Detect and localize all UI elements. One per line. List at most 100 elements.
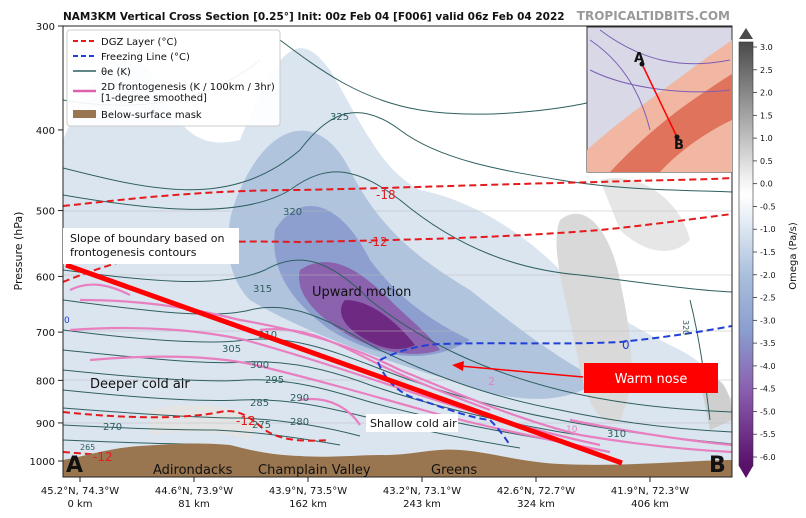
annotations: Slope of boundary based on frontogenesis… bbox=[63, 228, 718, 466]
colorbar-tick-label: 0.5 bbox=[760, 157, 773, 166]
y-tick-label: 300 bbox=[36, 22, 55, 33]
colorbar: 3.0 2.5 2.0 1.5 1.0 0.5 0.0 -0.5 -1.0 -1.5 -2.0 -2.… bbox=[738, 28, 799, 478]
deeper-cold-air-label: Deeper cold air bbox=[90, 377, 190, 392]
theta-e-label: 270 bbox=[103, 422, 122, 433]
freezing-line bbox=[379, 325, 732, 361]
colorbar-tick-label: -2.5 bbox=[760, 294, 776, 303]
colorbar-tick-label: -4.0 bbox=[760, 362, 776, 371]
brand-watermark: TROPICALTIDBITS.COM bbox=[577, 9, 730, 23]
colorbar-tick-label: -1.5 bbox=[760, 248, 776, 257]
colorbar-tick-label: -6.0 bbox=[760, 453, 776, 462]
inset-label-b: B bbox=[674, 138, 684, 153]
y-axis-label: Pressure (hPa) bbox=[12, 212, 25, 291]
frontogenesis-label: 10 bbox=[566, 425, 578, 435]
dgz-label: -12 bbox=[368, 235, 388, 249]
terrain-label: Champlain Valley bbox=[258, 463, 371, 478]
x-tick-dist: 243 km bbox=[403, 499, 441, 510]
chart-title: NAM3KM Vertical Cross Section [0.25°] In… bbox=[63, 11, 565, 23]
slope-line bbox=[65, 262, 623, 466]
theta-e-label: 310 bbox=[607, 429, 626, 440]
sinking-region-2 bbox=[600, 178, 690, 251]
freezing-label: 0 bbox=[64, 316, 70, 326]
x-tick-dist: 0 km bbox=[67, 499, 92, 510]
colorbar-tick-label: 1.0 bbox=[760, 134, 773, 143]
inset-map: A B bbox=[586, 26, 733, 173]
x-tick-dist: 162 km bbox=[289, 499, 327, 510]
warm-nose-arrowhead bbox=[452, 361, 464, 371]
x-tick-coord: 42.6°N, 72.7°W bbox=[497, 486, 575, 497]
colorbar-bottom-cap bbox=[739, 466, 753, 478]
inset-contours bbox=[589, 29, 731, 131]
colorbar-ticks: 3.0 2.5 2.0 1.5 1.0 0.5 0.0 -0.5 -1.0 -1.5 -2.0 -2.… bbox=[753, 43, 776, 462]
y-tick-label: 800 bbox=[36, 376, 55, 387]
slope-label-line2: frontogenesis contours bbox=[70, 246, 197, 259]
legend-label: θe (K) bbox=[101, 67, 131, 78]
theta-e-label: 325 bbox=[330, 112, 349, 123]
contour-labels: -18 -12 -12 -12 0 0 325 320 315 310 305 … bbox=[64, 112, 690, 464]
colorbar-bar bbox=[738, 41, 754, 467]
pressure-gridlines bbox=[63, 210, 732, 424]
theta-e-line bbox=[63, 389, 521, 449]
x-tick-dist: 81 km bbox=[178, 499, 209, 510]
legend-label: Freezing Line (°C) bbox=[101, 52, 190, 63]
upward-motion-label: Upward motion bbox=[312, 285, 411, 300]
dgz-label: -12 bbox=[93, 450, 113, 464]
legend: DGZ Layer (°C) Freezing Line (°C) θe (K)… bbox=[66, 29, 281, 127]
theta-e-line bbox=[63, 424, 341, 446]
dgz-label: -18 bbox=[376, 188, 396, 202]
colorbar-tick-label: 2.0 bbox=[760, 89, 773, 98]
colorbar-top-cap bbox=[739, 28, 753, 39]
theta-e-label: 265 bbox=[80, 443, 95, 452]
colorbar-label: Omega (Pa/s) bbox=[788, 222, 799, 290]
y-tick-label: 1000 bbox=[30, 457, 55, 468]
theta-e-label: 290 bbox=[290, 393, 309, 404]
theta-e-line bbox=[689, 299, 711, 421]
freezing-line-lower bbox=[377, 361, 511, 446]
frontogenesis-line bbox=[259, 328, 491, 412]
terrain-mask bbox=[63, 443, 732, 477]
colorbar-tick-label: 2.5 bbox=[760, 66, 773, 75]
theta-e-line bbox=[63, 112, 732, 193]
colorbar-tick-label: -0.5 bbox=[760, 202, 776, 211]
slope-label-box bbox=[63, 228, 239, 264]
x-ticks: 45.2°N, 74.3°W 0 km 44.6°N, 73.9°W 81 km 43.… bbox=[41, 477, 689, 510]
theta-e-label: 275 bbox=[252, 420, 271, 431]
x-tick-coord: 43.2°N, 73.1°W bbox=[383, 486, 461, 497]
theta-e-label: 300 bbox=[250, 360, 269, 371]
legend-label: [1-degree smoothed] bbox=[101, 93, 207, 104]
legend-label: Below-surface mask bbox=[101, 110, 202, 121]
terrain-label: Greens bbox=[431, 463, 477, 478]
legend-box bbox=[66, 29, 281, 127]
theta-e-line bbox=[63, 259, 732, 413]
colorbar-tick-label: 3.0 bbox=[760, 43, 773, 52]
frontogenesis-line bbox=[89, 355, 611, 454]
endpoint-a: A bbox=[66, 453, 83, 478]
y-tick-label: 600 bbox=[36, 272, 55, 283]
y-axis: Pressure (hPa) 300 400 500 600 700 800 900 1000 bbox=[12, 22, 63, 468]
freezing-label: 0 bbox=[622, 338, 630, 352]
inset-cross-section-line bbox=[641, 63, 678, 138]
inset-point-a bbox=[639, 61, 645, 67]
theta-e-label: 295 bbox=[265, 375, 284, 386]
endpoint-b: B bbox=[709, 453, 726, 478]
x-tick-coord: 45.2°N, 74.3°W bbox=[41, 486, 119, 497]
dgz-minus18-line bbox=[63, 177, 732, 207]
theta-e-label: 320 bbox=[681, 320, 690, 335]
y-tick-label: 400 bbox=[36, 126, 55, 137]
theta-e-line bbox=[63, 369, 561, 443]
frontogenesis-line bbox=[69, 283, 131, 296]
x-tick-dist: 324 km bbox=[517, 499, 555, 510]
theta-e-line bbox=[63, 171, 732, 293]
omega-mid-region bbox=[228, 130, 600, 399]
terrain-label: Adirondacks bbox=[153, 463, 233, 478]
x-tick-coord: 44.6°N, 73.9°W bbox=[155, 486, 233, 497]
endpoint-labels: A B Adirondacks Champlain Valley Greens bbox=[66, 453, 726, 478]
colorbar-tick-label: -3.5 bbox=[760, 339, 776, 348]
theta-e-label: 285 bbox=[250, 398, 269, 409]
x-tick-dist: 406 km bbox=[631, 499, 669, 510]
theta-e-label: 320 bbox=[283, 207, 302, 218]
dgz-minus12-lower-line bbox=[63, 410, 331, 442]
colorbar-tick-label: 1.5 bbox=[760, 111, 773, 120]
y-tick-label: 500 bbox=[36, 207, 55, 218]
